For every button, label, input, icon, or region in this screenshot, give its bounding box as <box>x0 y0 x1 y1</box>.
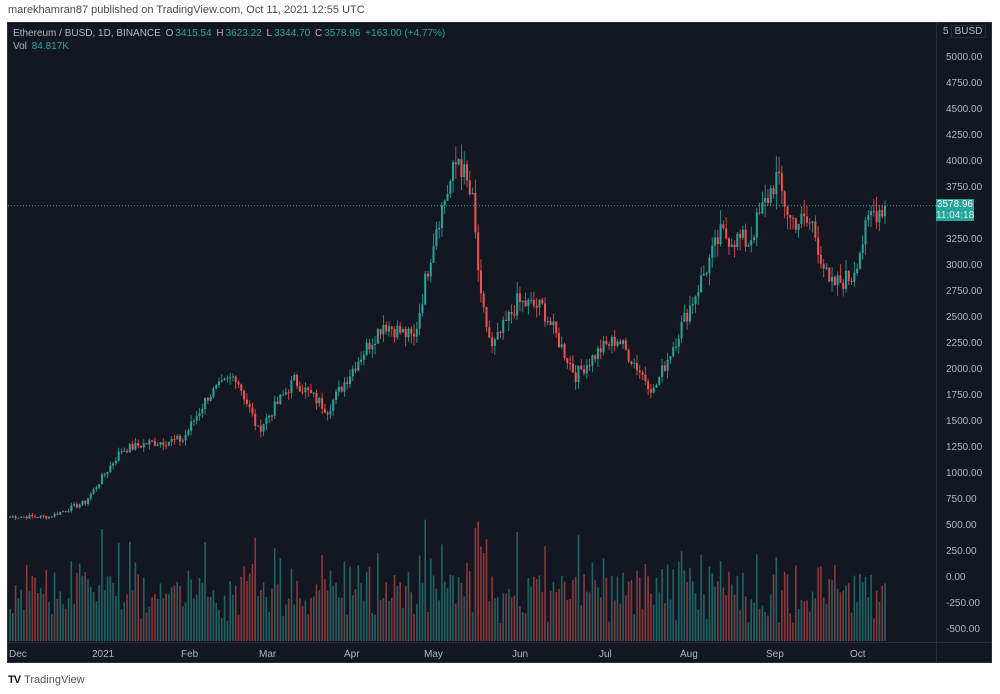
low-value: 3344.70 <box>274 28 311 39</box>
price-tick: 3000.00 <box>946 260 983 271</box>
price-tick: 250.00 <box>946 546 977 557</box>
unit-label: BUSD <box>950 25 987 38</box>
published-byline: marekhamran87 published on TradingView.c… <box>8 4 365 16</box>
price-tick: 4500.00 <box>946 104 983 115</box>
time-tick: Sep <box>766 649 784 660</box>
bar-countdown: 11:04:18 <box>936 210 975 221</box>
currency-unit[interactable]: 5 BUSD <box>943 25 987 38</box>
volume-label: Vol <box>13 41 27 52</box>
time-tick: Dec <box>9 649 27 660</box>
price-tick: 1250.00 <box>946 442 983 453</box>
price-tick: 3250.00 <box>946 234 983 245</box>
high-value: 3623.22 <box>225 28 262 39</box>
time-tick: 2021 <box>92 649 115 660</box>
price-tick: 1500.00 <box>946 416 983 427</box>
price-tick: 4250.00 <box>946 130 983 141</box>
time-tick: Aug <box>680 649 698 660</box>
price-tick: 0.00 <box>946 572 966 583</box>
current-price-badge: 3578.96 11:04:18 <box>936 199 974 221</box>
time-tick: Apr <box>344 649 360 660</box>
close-value: 3578.96 <box>324 28 361 39</box>
chart-frame[interactable] <box>7 22 992 663</box>
unit-prefix: 5 <box>943 26 949 37</box>
price-tick: 500.00 <box>946 520 977 531</box>
time-tick: May <box>424 649 443 660</box>
price-tick: 1750.00 <box>946 390 983 401</box>
price-tick: 2500.00 <box>946 312 983 323</box>
time-tick: Oct <box>850 649 866 660</box>
tradingview-logo-icon: TV <box>8 674 21 686</box>
price-tick: 2250.00 <box>946 338 983 349</box>
footer-brand-text: TradingView <box>24 674 85 686</box>
price-tick: -250.00 <box>946 598 980 609</box>
volume-value: 84.817K <box>31 41 69 52</box>
price-axis-separator <box>936 22 937 663</box>
price-tick: 4750.00 <box>946 78 983 89</box>
footer-branding[interactable]: TV TradingView <box>8 674 85 686</box>
price-tick: 750.00 <box>946 494 977 505</box>
price-tick: -500.00 <box>946 624 980 635</box>
time-tick: Jul <box>599 649 612 660</box>
volume-row: Vol 84.817K <box>13 40 447 53</box>
current-price: 3578.96 <box>936 199 974 210</box>
time-tick: Jun <box>512 649 529 660</box>
price-tick: 3750.00 <box>946 182 983 193</box>
price-tick: 4000.00 <box>946 156 983 167</box>
change-value: +163.00 (+4.77%) <box>365 28 446 39</box>
time-tick: Mar <box>259 649 277 660</box>
open-label: O <box>165 28 174 39</box>
price-tick: 2000.00 <box>946 364 983 375</box>
low-label: L <box>266 28 273 39</box>
high-label: H <box>216 28 224 39</box>
symbol-label[interactable]: Ethereum / BUSD, 1D, BINANCE <box>13 28 161 39</box>
close-label: C <box>315 28 323 39</box>
open-value: 3415.54 <box>175 28 212 39</box>
time-tick: Feb <box>181 649 199 660</box>
price-tick: 1000.00 <box>946 468 983 479</box>
time-axis-separator <box>7 642 992 643</box>
price-tick: 2750.00 <box>946 286 983 297</box>
price-tick: 5000.00 <box>946 52 983 63</box>
